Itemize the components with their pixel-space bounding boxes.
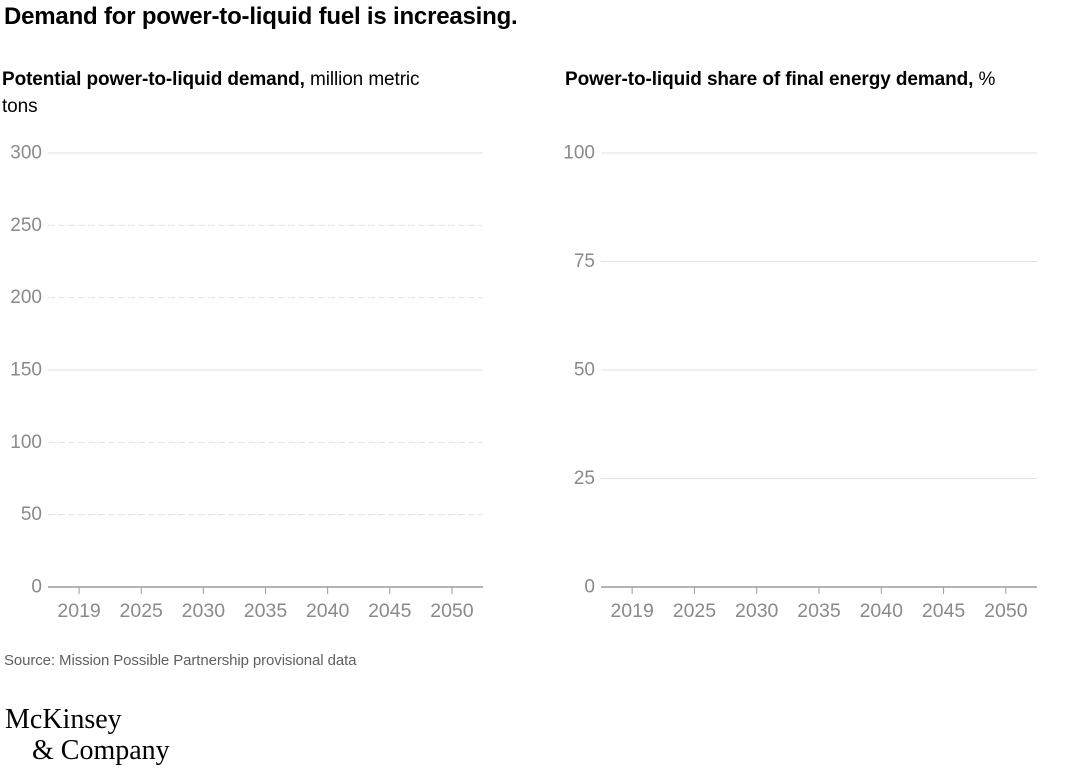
y-tick-label: 100 [563,143,595,164]
right-chart-title-unit: % [973,69,996,90]
y-tick-label: 50 [574,360,595,381]
y-tick-label: 150 [10,360,42,381]
x-tick-label: 2045 [922,600,966,622]
x-tick-label: 2030 [182,600,226,622]
left-chart-title-unit: million metric tons [2,69,420,117]
x-tick-label: 2040 [860,600,904,622]
x-tick-label: 2040 [306,600,350,622]
x-tick-label: 2050 [984,600,1028,622]
y-tick-label: 50 [21,504,42,525]
x-tick-label: 2035 [797,600,841,622]
x-tick-label: 2019 [57,600,100,622]
y-tick-label: 0 [31,577,42,598]
x-tick-label: 2035 [244,600,288,622]
page-title: Demand for power-to-liquid fuel is incre… [4,3,518,30]
x-tick-label: 2019 [610,600,653,622]
y-tick-label: 200 [10,287,42,308]
left-chart-title-bold: Potential power-to-liquid demand, [2,69,305,90]
left-chart-title: Potential power-to-liquid demand, millio… [2,66,447,120]
logo-line2: & Company [32,735,170,766]
y-tick-label: 25 [574,468,595,489]
x-tick-label: 2025 [673,600,717,622]
x-tick-label: 2025 [120,600,164,622]
left-chart-axes: 300 250 200 150 100 50 0 2019 2025 2030 2035 2040 20… [10,143,483,622]
y-tick-label: 250 [10,215,42,236]
y-tick-label: 0 [584,577,595,598]
y-tick-label: 300 [10,143,42,164]
right-chart-axes: 100 75 50 25 0 2019 2025 2030 2035 2040 2045 2050 [563,143,1037,622]
source-note: Source: Mission Possible Partnership pro… [4,652,357,669]
mckinsey-logo: McKinsey & Company [5,704,170,766]
x-tick-label: 2045 [368,600,412,622]
y-tick-label: 75 [574,251,595,272]
logo-line1: McKinsey [5,704,122,735]
x-tick-label: 2050 [430,600,474,622]
y-tick-label: 100 [10,432,42,453]
x-tick-label: 2030 [735,600,779,622]
right-chart-title: Power-to-liquid share of final energy de… [565,66,1080,93]
right-chart-title-bold: Power-to-liquid share of final energy de… [565,69,974,90]
